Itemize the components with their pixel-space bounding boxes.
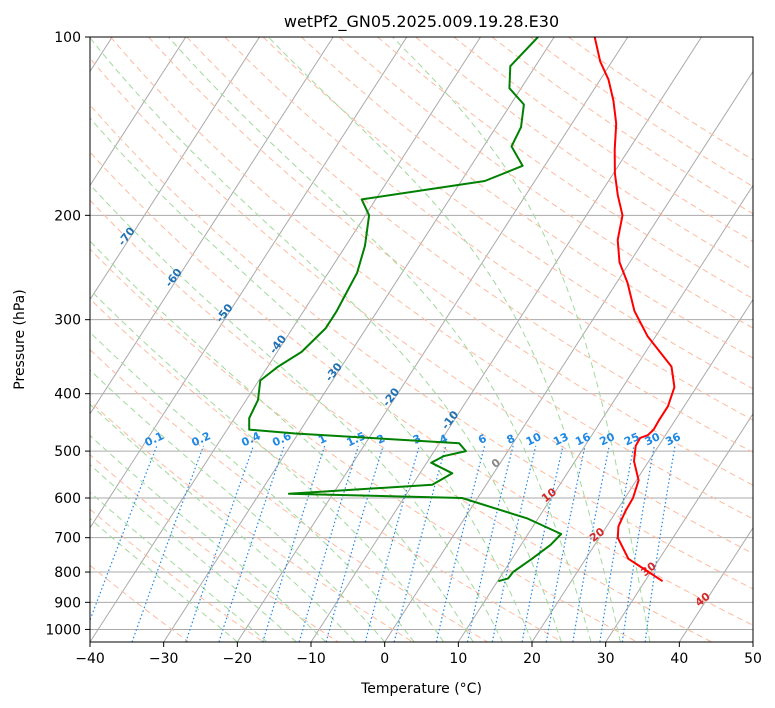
y-tick-label: 1000 [45, 622, 81, 638]
moist-adiabat-line [392, 37, 651, 642]
mixing-ratio-line [298, 445, 359, 642]
y-tick-label: 700 [54, 531, 81, 547]
x-tick-label: 0 [380, 651, 389, 667]
y-axis: 100 200 300 400 500 600 700 800 900 1000 [45, 30, 90, 638]
dry-adiabat-line [90, 400, 414, 642]
moist-adiabat-line [90, 289, 445, 642]
moist-adiabat-line [90, 240, 474, 642]
isotherm-line [310, 37, 702, 642]
background-lines [90, 37, 753, 642]
mixing-ratio-line [491, 445, 537, 642]
dry-adiabat-line [377, 37, 753, 300]
mixing-ratio-label: 36 [663, 430, 683, 448]
moist-adiabat-line [267, 37, 621, 642]
y-tick-label: 300 [54, 313, 81, 329]
y-axis-label: Pressure (hPa) [12, 289, 28, 389]
y-tick-label: 900 [54, 595, 81, 611]
moist-adiabat-line [90, 117, 533, 642]
moist-adiabat-line [90, 331, 415, 642]
x-tick-label: 50 [744, 651, 762, 667]
dry-adiabat-line [90, 151, 753, 626]
y-tick-label: 100 [54, 30, 81, 46]
mixing-ratio-line [325, 445, 384, 642]
mixing-ratio-label: 13 [551, 430, 570, 448]
dry-adiabat-line [90, 57, 753, 555]
plot-frame [89, 36, 754, 643]
mixing-ratio-line [599, 445, 635, 642]
x-tick-label: 30 [597, 651, 615, 667]
profile-series [248, 37, 676, 583]
dry-adiabat-line [90, 564, 190, 642]
x-axis-label: Temperature (°C) [360, 681, 482, 697]
x-tick-label: −30 [149, 651, 179, 667]
mixing-ratio-line [521, 445, 564, 642]
moist-adiabat-line [90, 403, 356, 642]
isotherm-line [457, 184, 753, 642]
dry-adiabat-line [90, 298, 563, 642]
temperature-profile-line [593, 37, 676, 583]
moist-adiabat-line [90, 434, 327, 642]
mixing-ratio-line [90, 445, 158, 622]
mixing-ratio-line [435, 445, 486, 642]
mixing-ratio-line [466, 445, 514, 642]
mixing-ratio-line [644, 445, 676, 642]
moist-adiabat-line [90, 37, 562, 642]
mixing-ratio-line [262, 445, 326, 642]
isotherm-line [678, 526, 753, 642]
dry-adiabat-line [90, 248, 638, 642]
x-tick-label: −40 [75, 651, 105, 667]
isotherm-line [90, 37, 481, 642]
moist-adiabat-line [90, 517, 238, 642]
isotherm-line [531, 298, 753, 642]
mixing-ratio-line [364, 445, 420, 642]
dry-adiabat-line [90, 104, 753, 590]
dry-adiabat-line [224, 37, 753, 421]
isotherm-line [384, 70, 753, 642]
x-tick-label: 40 [670, 651, 688, 667]
y-tick-label: 800 [54, 565, 81, 581]
dry-adiabat-line [90, 508, 264, 642]
y-tick-label: 400 [54, 387, 81, 403]
moist-adiabat-line [90, 491, 268, 642]
isotherm-line [90, 37, 260, 301]
isotherm-line [605, 412, 753, 642]
mixing-ratio-label: 10 [524, 430, 544, 448]
dry-adiabat-line [339, 37, 753, 329]
dry-adiabat-line [90, 454, 339, 642]
isotherm-line [90, 37, 187, 187]
moist-adiabat-line [168, 37, 592, 642]
isotherm-line [163, 37, 555, 642]
isotherm-line [90, 37, 408, 529]
dry-adiabat-line [90, 199, 712, 642]
mixing-ratio-line [185, 445, 254, 642]
y-tick-label: 500 [54, 444, 81, 460]
x-axis: −40 −30 −20 −10 0 10 20 30 40 50 [75, 642, 762, 667]
mixing-ratio-label: 16 [573, 430, 593, 448]
x-tick-label: −10 [296, 651, 326, 667]
dry-adiabat-line [110, 37, 753, 520]
dry-adiabat-line [90, 348, 488, 642]
y-tick-label: 600 [54, 491, 81, 507]
y-tick-label: 200 [54, 208, 81, 224]
x-tick-label: 20 [523, 651, 541, 667]
x-tick-label: −20 [223, 651, 253, 667]
dry-adiabat-line [262, 37, 753, 390]
mixing-ratio-line [545, 445, 586, 642]
mixing-ratio-line [393, 445, 447, 642]
mixing-ratio-line [131, 445, 205, 642]
isotherm-line [236, 37, 629, 642]
isotherm-line [90, 37, 334, 415]
chart-title: wetPf2_GN05.2025.009.19.28.E30 [284, 12, 559, 32]
dry-adiabat-line [300, 37, 753, 359]
dewpoint-profile-line [248, 37, 563, 583]
x-tick-label: 10 [449, 651, 467, 667]
mixing-ratio-line [572, 445, 610, 642]
moist-adiabat-line [90, 369, 386, 642]
mixing-ratio-line [218, 445, 285, 642]
mixing-ratio-label: 20 [598, 430, 618, 448]
moist-adiabat-line [90, 464, 297, 642]
